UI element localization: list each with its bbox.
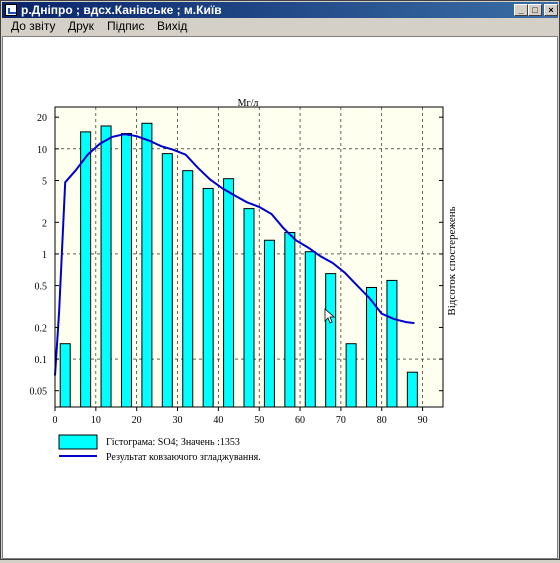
x-tick-label: 30 [173, 415, 183, 426]
histogram-bar [80, 131, 92, 408]
legend-bar-label: Гістограма: SO4; Значень :1353 [106, 437, 240, 448]
y-tick-label: 20 [37, 113, 47, 124]
x-tick-label: 80 [377, 415, 387, 426]
legend-line-label: Результат ковзаючого згладжування. [106, 452, 261, 463]
histogram-chart: 0 10 20 30 40 50 60 70 80 90 0.05 0.1 0.2 0.5 1 2 5 10 20… [30, 98, 459, 463]
histogram-bar [161, 153, 173, 408]
plot-frame [54, 106, 444, 408]
histogram-bar [406, 371, 418, 408]
x-axis-ticks: 0 10 20 30 40 50 60 70 80 90 [53, 407, 428, 426]
y-tick-label: 5 [42, 176, 47, 187]
mouse-cursor-icon [324, 308, 336, 324]
menu-signature[interactable]: Підпис [107, 19, 145, 33]
minimize-button[interactable]: _ [514, 4, 528, 16]
menu-to-report[interactable]: До звіту [11, 19, 56, 33]
histogram-bar [325, 273, 337, 408]
y-axis-ticks: 0.05 0.1 0.2 0.5 1 2 5 10 20 [30, 113, 443, 398]
y-tick-label: 2 [42, 218, 47, 229]
histogram-bar [304, 251, 316, 408]
x-tick-label: 60 [295, 415, 305, 426]
legend-bar-swatch [58, 434, 98, 450]
histogram-bar [120, 132, 132, 408]
x-tick-label: 90 [418, 415, 428, 426]
histogram-bar [223, 178, 235, 408]
x-tick-label: 50 [254, 415, 264, 426]
title-bar[interactable]: р.Дніпро ; вдсх.Канівське ; м.Київ _ □ × [2, 2, 558, 18]
histogram-bar [243, 208, 255, 408]
menu-bar: До звіту Друк Підпис Вихід [2, 18, 558, 36]
y-tick-label: 0.5 [35, 282, 48, 293]
y-tick-label: 0.05 [30, 387, 48, 398]
x-tick-label: 0 [53, 415, 58, 426]
menu-exit[interactable]: Вихід [157, 19, 188, 33]
histogram-bar [386, 279, 398, 408]
x-tick-label: 10 [91, 415, 101, 426]
bars [59, 122, 418, 408]
y-tick-label: 10 [37, 145, 47, 156]
y-tick-label: 1 [42, 250, 47, 261]
x-tick-label: 40 [213, 415, 223, 426]
y-tick-label: 0.1 [35, 355, 48, 366]
window-title: р.Дніпро ; вдсх.Канівське ; м.Київ [21, 3, 222, 17]
x-tick-label: 20 [132, 415, 142, 426]
histogram-bar [284, 231, 296, 408]
histogram-bar [263, 239, 275, 408]
smoothing-line-group [54, 133, 415, 376]
smoothing-line [54, 133, 415, 376]
histogram-bar [202, 187, 214, 408]
histogram-bar [59, 343, 71, 408]
x-tick-label: 70 [336, 415, 346, 426]
chart-area: 0 10 20 30 40 50 60 70 80 90 0.05 0.1 0.2 0.5 1 2 5 10 20… [2, 36, 558, 559]
y-tick-label: 0.2 [35, 323, 48, 334]
menu-print[interactable]: Друк [68, 19, 94, 33]
app-icon[interactable] [5, 4, 17, 16]
histogram-bar [345, 343, 357, 408]
maximize-button[interactable]: □ [528, 4, 542, 16]
close-button[interactable]: × [544, 4, 558, 16]
histogram-bar [141, 122, 153, 408]
chart-title: Мг/л [238, 98, 259, 109]
histogram-bar [182, 170, 194, 408]
y-axis-label: Відсоток спостережень [446, 206, 458, 315]
histogram-bar [100, 125, 112, 408]
